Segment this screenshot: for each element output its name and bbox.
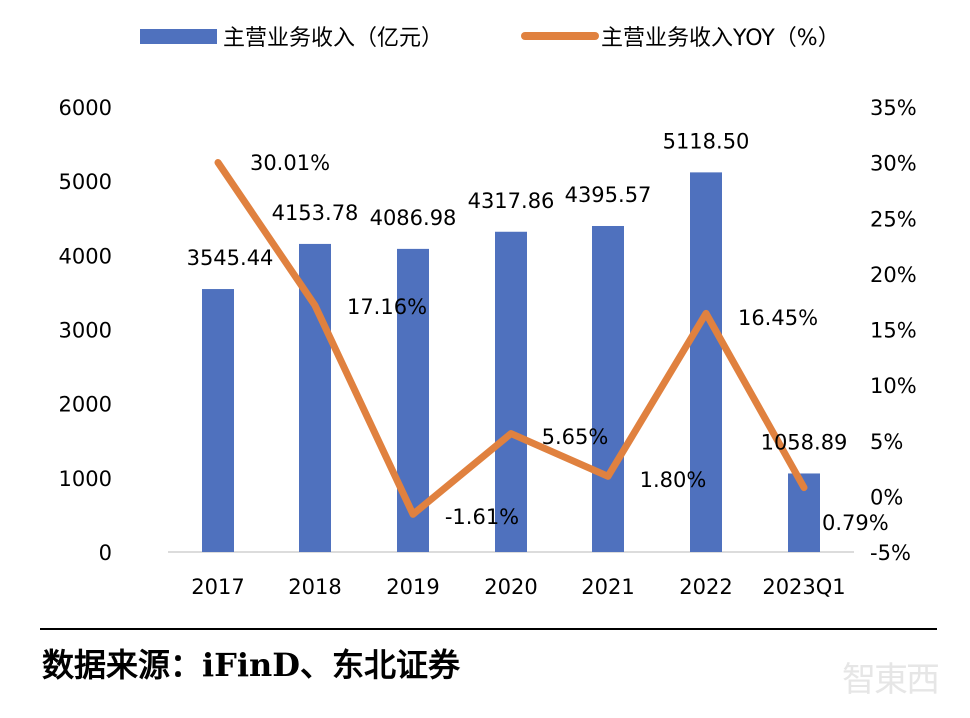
line-data-label: 1.80%	[640, 468, 707, 492]
line-data-label: 5.65%	[542, 425, 609, 449]
line-data-label: 16.45%	[738, 306, 818, 330]
combo-chart: 0 1000 2000 3000 4000 5000 6000 -5% 0% 5% 10% 15% 20…	[40, 26, 937, 630]
right-axis-tick: 10%	[870, 374, 917, 398]
left-axis-tick: 1000	[59, 467, 112, 491]
right-axis-tick: 0%	[870, 485, 903, 509]
legend-label-line: 主营业务收入YOY（%）	[601, 26, 840, 51]
bar-data-label: 4153.78	[272, 201, 359, 225]
left-axis-tick: 4000	[59, 244, 112, 268]
left-axis-tick: 2000	[59, 393, 112, 417]
line-data-label: 17.16%	[347, 295, 427, 319]
legend-label-bar: 主营业务收入（亿元）	[223, 26, 443, 51]
legend-swatch-bar	[140, 29, 217, 44]
bar-2022	[690, 172, 722, 552]
x-axis-tick: 2021	[581, 575, 634, 599]
bar-2017	[202, 289, 234, 552]
right-axis-tick: 20%	[870, 263, 917, 287]
right-axis-tick: 30%	[870, 152, 917, 176]
left-axis-tick: 5000	[59, 170, 112, 194]
right-axis-tick: 5%	[870, 430, 903, 454]
line-data-label: -1.61%	[445, 505, 519, 529]
left-axis-tick: 3000	[59, 319, 112, 343]
left-axis-tick: 6000	[59, 96, 112, 120]
bar-data-label: 1058.89	[761, 430, 848, 454]
x-axis-tick: 2020	[484, 575, 537, 599]
line-data-label: 30.01%	[250, 151, 330, 175]
x-axis-tick: 2019	[386, 575, 439, 599]
bar-data-label: 5118.50	[663, 129, 750, 153]
bar-2021	[592, 225, 624, 552]
x-axis-tick: 2018	[288, 575, 341, 599]
bar-data-label: 4317.86	[468, 189, 555, 213]
watermark-logo: 智東西	[842, 660, 940, 700]
left-axis-tick: 0	[99, 541, 112, 565]
right-axis-tick: 35%	[870, 96, 917, 120]
bar-data-label: 4395.57	[565, 183, 652, 207]
x-axis-tick: 2017	[191, 575, 244, 599]
right-axis-tick: 25%	[870, 207, 917, 231]
x-axis-tick: 2022	[679, 575, 732, 599]
source-note: 数据来源：iFinD、东北证券	[42, 646, 461, 684]
line-data-label: 0.79%	[822, 511, 889, 535]
bar-2020	[495, 231, 527, 552]
right-axis-tick: 15%	[870, 319, 917, 343]
x-axis-tick: 2023Q1	[762, 575, 845, 599]
right-axis-tick: -5%	[870, 541, 911, 565]
bar-data-label: 4086.98	[370, 206, 457, 230]
bar-data-label: 3545.44	[187, 246, 274, 270]
